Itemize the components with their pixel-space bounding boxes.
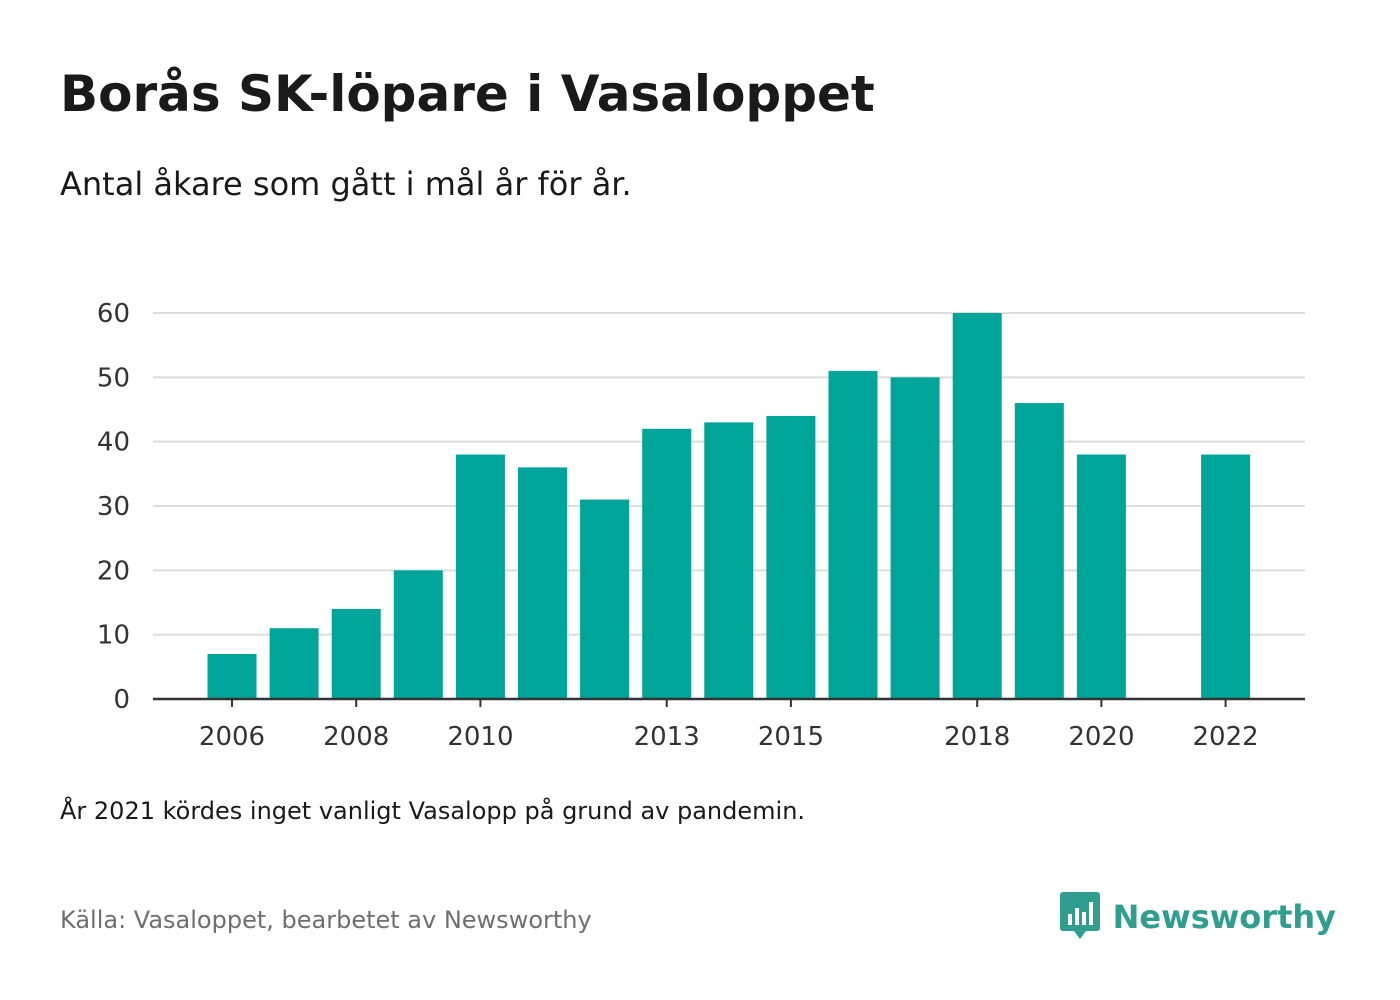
bar-2011 xyxy=(518,467,567,699)
y-tick-label: 50 xyxy=(97,363,130,393)
x-axis-ticks: 2006 2008 2010 2013 2015 2018 2020 2022 xyxy=(199,699,1259,752)
y-tick-label: 10 xyxy=(97,621,130,651)
bar-2014 xyxy=(704,422,754,699)
y-tick-label: 0 xyxy=(113,685,130,715)
footnote: År 2021 kördes inget vanligt Vasalopp på… xyxy=(60,797,806,825)
x-tick-label: 2010 xyxy=(447,722,513,752)
bar-2010 xyxy=(455,454,505,699)
y-tick-label: 20 xyxy=(97,556,130,586)
bar-chart-speech-bubble-icon xyxy=(1059,890,1101,944)
bar-2013 xyxy=(642,428,692,699)
x-tick-label: 2006 xyxy=(199,722,265,752)
bars xyxy=(207,313,1251,699)
y-tick-label: 30 xyxy=(97,492,130,522)
y-tick-label: 40 xyxy=(97,428,130,458)
bar-2016 xyxy=(828,370,878,699)
bar-2017 xyxy=(890,377,940,699)
bar-2008 xyxy=(331,608,381,699)
x-tick-label: 2022 xyxy=(1193,722,1259,752)
chart-title: Borås SK-löpare i Vasaloppet xyxy=(60,65,875,123)
brand-logo: Newsworthy xyxy=(1059,890,1336,944)
x-tick-label: 2013 xyxy=(634,722,700,752)
bar-2019 xyxy=(1014,403,1064,699)
brand-name: Newsworthy xyxy=(1112,898,1336,936)
x-tick-label: 2018 xyxy=(944,722,1010,752)
bar-2015 xyxy=(766,415,816,699)
source-text: Källa: Vasaloppet, bearbetet av Newswort… xyxy=(60,906,592,934)
bar-2009 xyxy=(393,570,443,699)
y-tick-label: 60 xyxy=(97,299,130,329)
x-tick-label: 2020 xyxy=(1068,722,1134,752)
y-axis-ticks: 0 10 20 30 40 50 60 xyxy=(97,299,130,715)
bar-2020 xyxy=(1076,454,1126,699)
bar-2006 xyxy=(207,653,257,699)
chart-subtitle: Antal åkare som gått i mål år för år. xyxy=(60,165,632,203)
bar-2018 xyxy=(952,313,1002,699)
bar-2022 xyxy=(1201,454,1251,699)
bar-2007 xyxy=(269,628,319,699)
bar-2012 xyxy=(580,499,630,699)
x-tick-label: 2008 xyxy=(323,722,389,752)
x-tick-label: 2015 xyxy=(758,722,824,752)
